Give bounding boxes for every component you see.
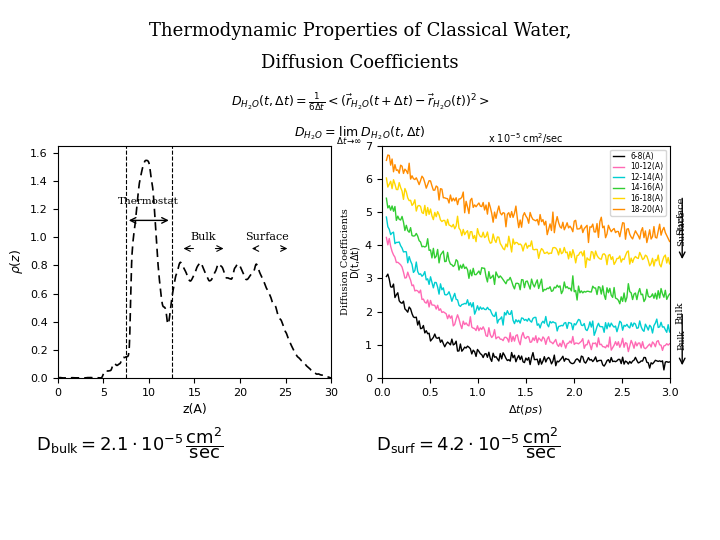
12-14(A) bbox=[590, 332, 598, 339]
10-12(A) bbox=[399, 269, 408, 275]
10-12(A) bbox=[642, 344, 651, 350]
Text: Diffusion Coefficients: Diffusion Coefficients bbox=[261, 54, 459, 72]
10-12(A) bbox=[665, 341, 674, 347]
16-18(A) bbox=[581, 264, 590, 271]
Y-axis label: $\rho(z)$: $\rho(z)$ bbox=[8, 249, 24, 274]
Text: Surface: Surface bbox=[678, 211, 687, 246]
10-12(A) bbox=[457, 326, 466, 332]
Line: 18-20(A): 18-20(A) bbox=[387, 155, 670, 242]
Text: $\mathrm{D_{surf}} = 4.2 \cdot 10^{-5} \, \dfrac{\mathrm{cm}^2}{\mathrm{sec}}$: $\mathrm{D_{surf}} = 4.2 \cdot 10^{-5} \… bbox=[376, 425, 560, 461]
16-18(A) bbox=[399, 196, 408, 202]
6-8(A) bbox=[395, 298, 403, 304]
Text: Bulk: Bulk bbox=[191, 232, 216, 242]
12-14(A) bbox=[382, 214, 391, 220]
14-16(A) bbox=[642, 286, 651, 293]
6-8(A) bbox=[400, 306, 409, 312]
12-14(A) bbox=[399, 249, 408, 255]
12-14(A) bbox=[642, 323, 651, 330]
Text: Thermodynamic Properties of Classical Water,: Thermodynamic Properties of Classical Wa… bbox=[149, 22, 571, 39]
18-20(A) bbox=[395, 170, 403, 177]
16-18(A) bbox=[665, 261, 674, 267]
16-18(A) bbox=[642, 253, 651, 259]
Text: Bulk: Bulk bbox=[678, 329, 687, 350]
10-12(A) bbox=[435, 307, 444, 314]
Y-axis label: D(t,$\Delta$t): D(t,$\Delta$t) bbox=[349, 245, 362, 279]
14-16(A) bbox=[382, 195, 391, 201]
12-14(A) bbox=[665, 329, 674, 335]
18-20(A) bbox=[665, 238, 674, 245]
Line: 12-14(A): 12-14(A) bbox=[387, 217, 670, 335]
16-18(A) bbox=[393, 186, 402, 193]
16-18(A) bbox=[457, 232, 466, 239]
Legend: 6-8(A), 10-12(A), 12-14(A), 14-16(A), 16-18(A), 18-20(A): 6-8(A), 10-12(A), 12-14(A), 14-16(A), 16… bbox=[611, 150, 666, 216]
Text: $\mathrm{D_{bulk}} = 2.1 \cdot 10^{-5} \, \dfrac{\mathrm{cm}^2}{\mathrm{sec}}$: $\mathrm{D_{bulk}} = 2.1 \cdot 10^{-5} \… bbox=[35, 425, 224, 461]
14-16(A) bbox=[652, 296, 661, 302]
18-20(A) bbox=[642, 239, 651, 246]
12-14(A) bbox=[457, 301, 466, 308]
Text: Bulk: Bulk bbox=[676, 302, 685, 325]
Line: 6-8(A): 6-8(A) bbox=[387, 274, 670, 370]
6-8(A) bbox=[436, 339, 445, 346]
14-16(A) bbox=[393, 213, 402, 219]
Text: Thermostat: Thermostat bbox=[118, 197, 179, 206]
X-axis label: $\Delta t(ps)$: $\Delta t(ps)$ bbox=[508, 403, 543, 417]
10-12(A) bbox=[382, 234, 391, 241]
12-14(A) bbox=[393, 239, 402, 246]
6-8(A) bbox=[652, 357, 661, 364]
Title: x 10$^{-5}$ cm$^2$/sec: x 10$^{-5}$ cm$^2$/sec bbox=[488, 131, 563, 146]
14-16(A) bbox=[399, 219, 408, 225]
18-20(A) bbox=[400, 166, 409, 172]
14-16(A) bbox=[457, 265, 466, 272]
10-12(A) bbox=[393, 259, 402, 266]
Line: 10-12(A): 10-12(A) bbox=[387, 238, 670, 352]
18-20(A) bbox=[459, 189, 467, 195]
6-8(A) bbox=[660, 367, 668, 373]
6-8(A) bbox=[384, 271, 392, 278]
Text: Surface: Surface bbox=[246, 232, 289, 242]
6-8(A) bbox=[382, 273, 391, 280]
16-18(A) bbox=[435, 212, 444, 218]
Text: Diffusion Coefficients: Diffusion Coefficients bbox=[341, 208, 350, 315]
14-16(A) bbox=[665, 291, 674, 297]
Line: 16-18(A): 16-18(A) bbox=[387, 178, 670, 267]
Text: $D_{H_2O}(t, \Delta t) = \frac{1}{6\Delta t} < (\vec{r}_{H_2O}(t + \Delta t) - \: $D_{H_2O}(t, \Delta t) = \frac{1}{6\Delt… bbox=[230, 92, 490, 113]
16-18(A) bbox=[382, 175, 391, 181]
Text: $D_{H_2O} = \lim_{\Delta t \to \infty} D_{H_2O}(t, \Delta t)$: $D_{H_2O} = \lim_{\Delta t \to \infty} D… bbox=[294, 124, 426, 147]
6-8(A) bbox=[665, 359, 674, 365]
18-20(A) bbox=[436, 185, 445, 192]
18-20(A) bbox=[644, 233, 652, 240]
10-12(A) bbox=[624, 348, 633, 355]
X-axis label: z(A): z(A) bbox=[182, 403, 207, 416]
12-14(A) bbox=[435, 291, 444, 298]
10-12(A) bbox=[652, 338, 661, 345]
14-16(A) bbox=[435, 260, 444, 266]
12-14(A) bbox=[652, 316, 661, 322]
Line: 14-16(A): 14-16(A) bbox=[387, 198, 670, 304]
14-16(A) bbox=[616, 301, 624, 307]
18-20(A) bbox=[654, 228, 662, 234]
18-20(A) bbox=[384, 152, 392, 158]
18-20(A) bbox=[382, 157, 391, 164]
6-8(A) bbox=[459, 346, 467, 353]
Text: Surface: Surface bbox=[676, 197, 685, 235]
16-18(A) bbox=[652, 258, 661, 264]
6-8(A) bbox=[642, 359, 651, 366]
